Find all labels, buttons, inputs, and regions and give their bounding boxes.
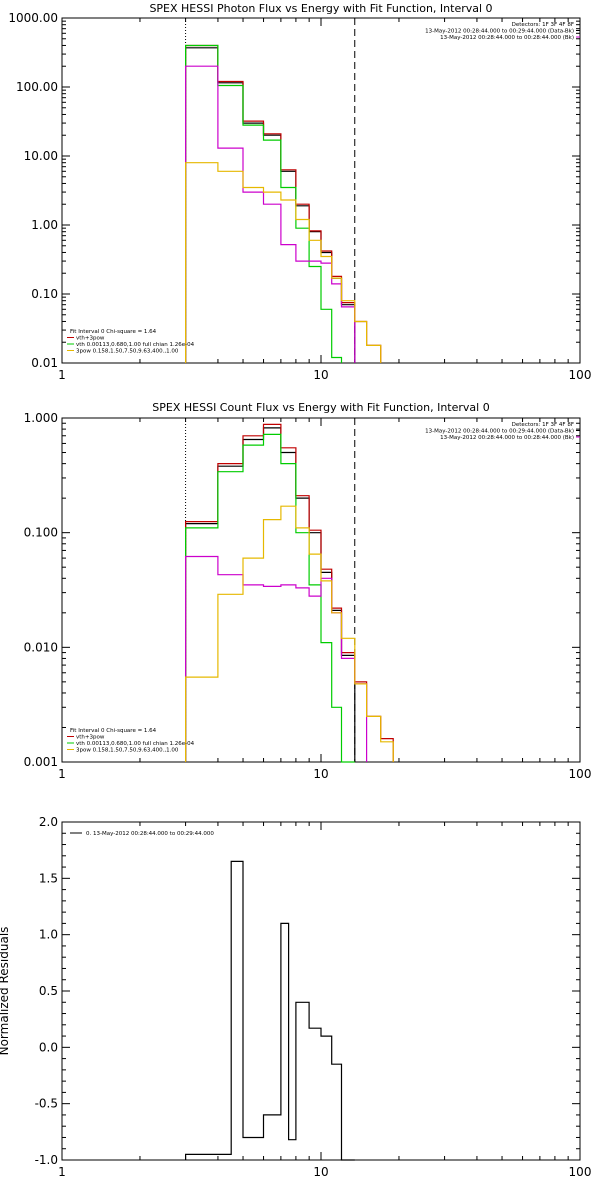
fit-info-line: 3pow 0.158,1.50,7.50,9.63,400.,1.00 (76, 349, 179, 355)
y-tick-label: 10.00 (24, 149, 58, 163)
legend-label: 0. 13-May-2012 00:28:44.000 to 00:29:44.… (86, 831, 214, 837)
x-tick-label: 1 (58, 1165, 66, 1179)
x-tick-label: 100 (569, 1165, 592, 1179)
y-tick-label: 100.00 (16, 80, 58, 94)
x-tick-label: 10 (313, 368, 328, 382)
x-tick-label: 10 (313, 1165, 328, 1179)
series-0-histogram (185, 47, 356, 363)
y-tick-label: 0.100 (24, 526, 58, 540)
series-4-histogram (185, 505, 394, 762)
series-0-histogram (185, 860, 355, 1161)
y-tick-label: 0.5 (39, 984, 58, 998)
x-tick-label: 10 (313, 767, 328, 781)
series-3-histogram (185, 65, 356, 363)
chart-panel-0: SPEX HESSI Photon Flux vs Energy with Fi… (8, 2, 591, 382)
fit-info-line: 3pow 0.158,1.50,7.50,9.63,400.,1.00 (76, 748, 179, 754)
x-tick-label: 100 (569, 368, 592, 382)
fit-info-line: vth 0.00113,0.680,1.00 full chian 1.26e-… (76, 342, 195, 348)
info-line: 13-May-2012 00:28:44.000 to 00:29:44.000… (425, 429, 574, 435)
info-line: 13-May-2012 00:28:44.000 to 00:28:44.000… (440, 35, 574, 41)
y-tick-label: -0.5 (35, 1097, 58, 1111)
series-4-histogram (185, 162, 382, 363)
y-tick-label: 0.10 (31, 287, 58, 301)
info-line: 13-May-2012 00:28:44.000 to 00:28:44.000… (440, 435, 574, 441)
y-tick-label: 1.5 (39, 871, 58, 885)
info-line: 13-May-2012 00:28:44.000 to 00:29:44.000… (425, 29, 574, 35)
y-tick-label: 0.001 (24, 755, 58, 769)
chart-title: SPEX HESSI Photon Flux vs Energy with Fi… (149, 2, 492, 15)
y-tick-label: 1.00 (31, 218, 58, 232)
series-3-histogram (185, 555, 368, 762)
y-tick-label: 2.0 (39, 815, 58, 829)
info-line: Detectors: 1F 3F 4F 8F (512, 22, 574, 28)
fit-info-line: vth 0.00113,0.680,1.00 full chian 1.26e-… (76, 741, 195, 747)
chart-panel-1: SPEX HESSI Count Flux vs Energy with Fit… (24, 401, 592, 781)
plot-frame (61, 17, 581, 364)
fit-info-line: Fit Interval 0 Chi-square = 1.64 (70, 728, 157, 734)
info-line: Detectors: 1F 3F 4F 8F (512, 422, 574, 428)
series-1-histogram (185, 44, 382, 363)
series-2-histogram (185, 433, 355, 763)
series-2-histogram (185, 44, 343, 363)
y-tick-label: 1.0 (39, 928, 58, 942)
chart-panel-2: 1 10 100 -1.0 -0.5 0.0 0.5 1.0 1.5 2.0 Normalized … (0, 815, 591, 1179)
y-tick-label: -1.0 (35, 1153, 58, 1167)
x-tick-label: 1 (58, 368, 66, 382)
y-tick-label: 0.01 (31, 356, 58, 370)
fit-info-line: vth+3pow (76, 735, 105, 741)
series-1-histogram (185, 423, 394, 762)
x-tick-label: 100 (569, 767, 592, 781)
y-tick-label: 1.000 (24, 411, 58, 425)
plot-frame (61, 821, 581, 1161)
y-axis-label: Normalized Residuals (0, 927, 11, 1056)
y-tick-label: 1000.00 (8, 11, 58, 25)
fit-info-line: Fit Interval 0 Chi-square = 1.64 (70, 329, 157, 335)
y-tick-label: 0.010 (24, 640, 58, 654)
y-tick-label: 0.0 (39, 1040, 58, 1054)
series-0-histogram (185, 427, 356, 762)
chart-title: SPEX HESSI Count Flux vs Energy with Fit… (152, 401, 489, 414)
fit-info-line: vth+3pow (76, 336, 105, 342)
x-tick-label: 1 (58, 767, 66, 781)
